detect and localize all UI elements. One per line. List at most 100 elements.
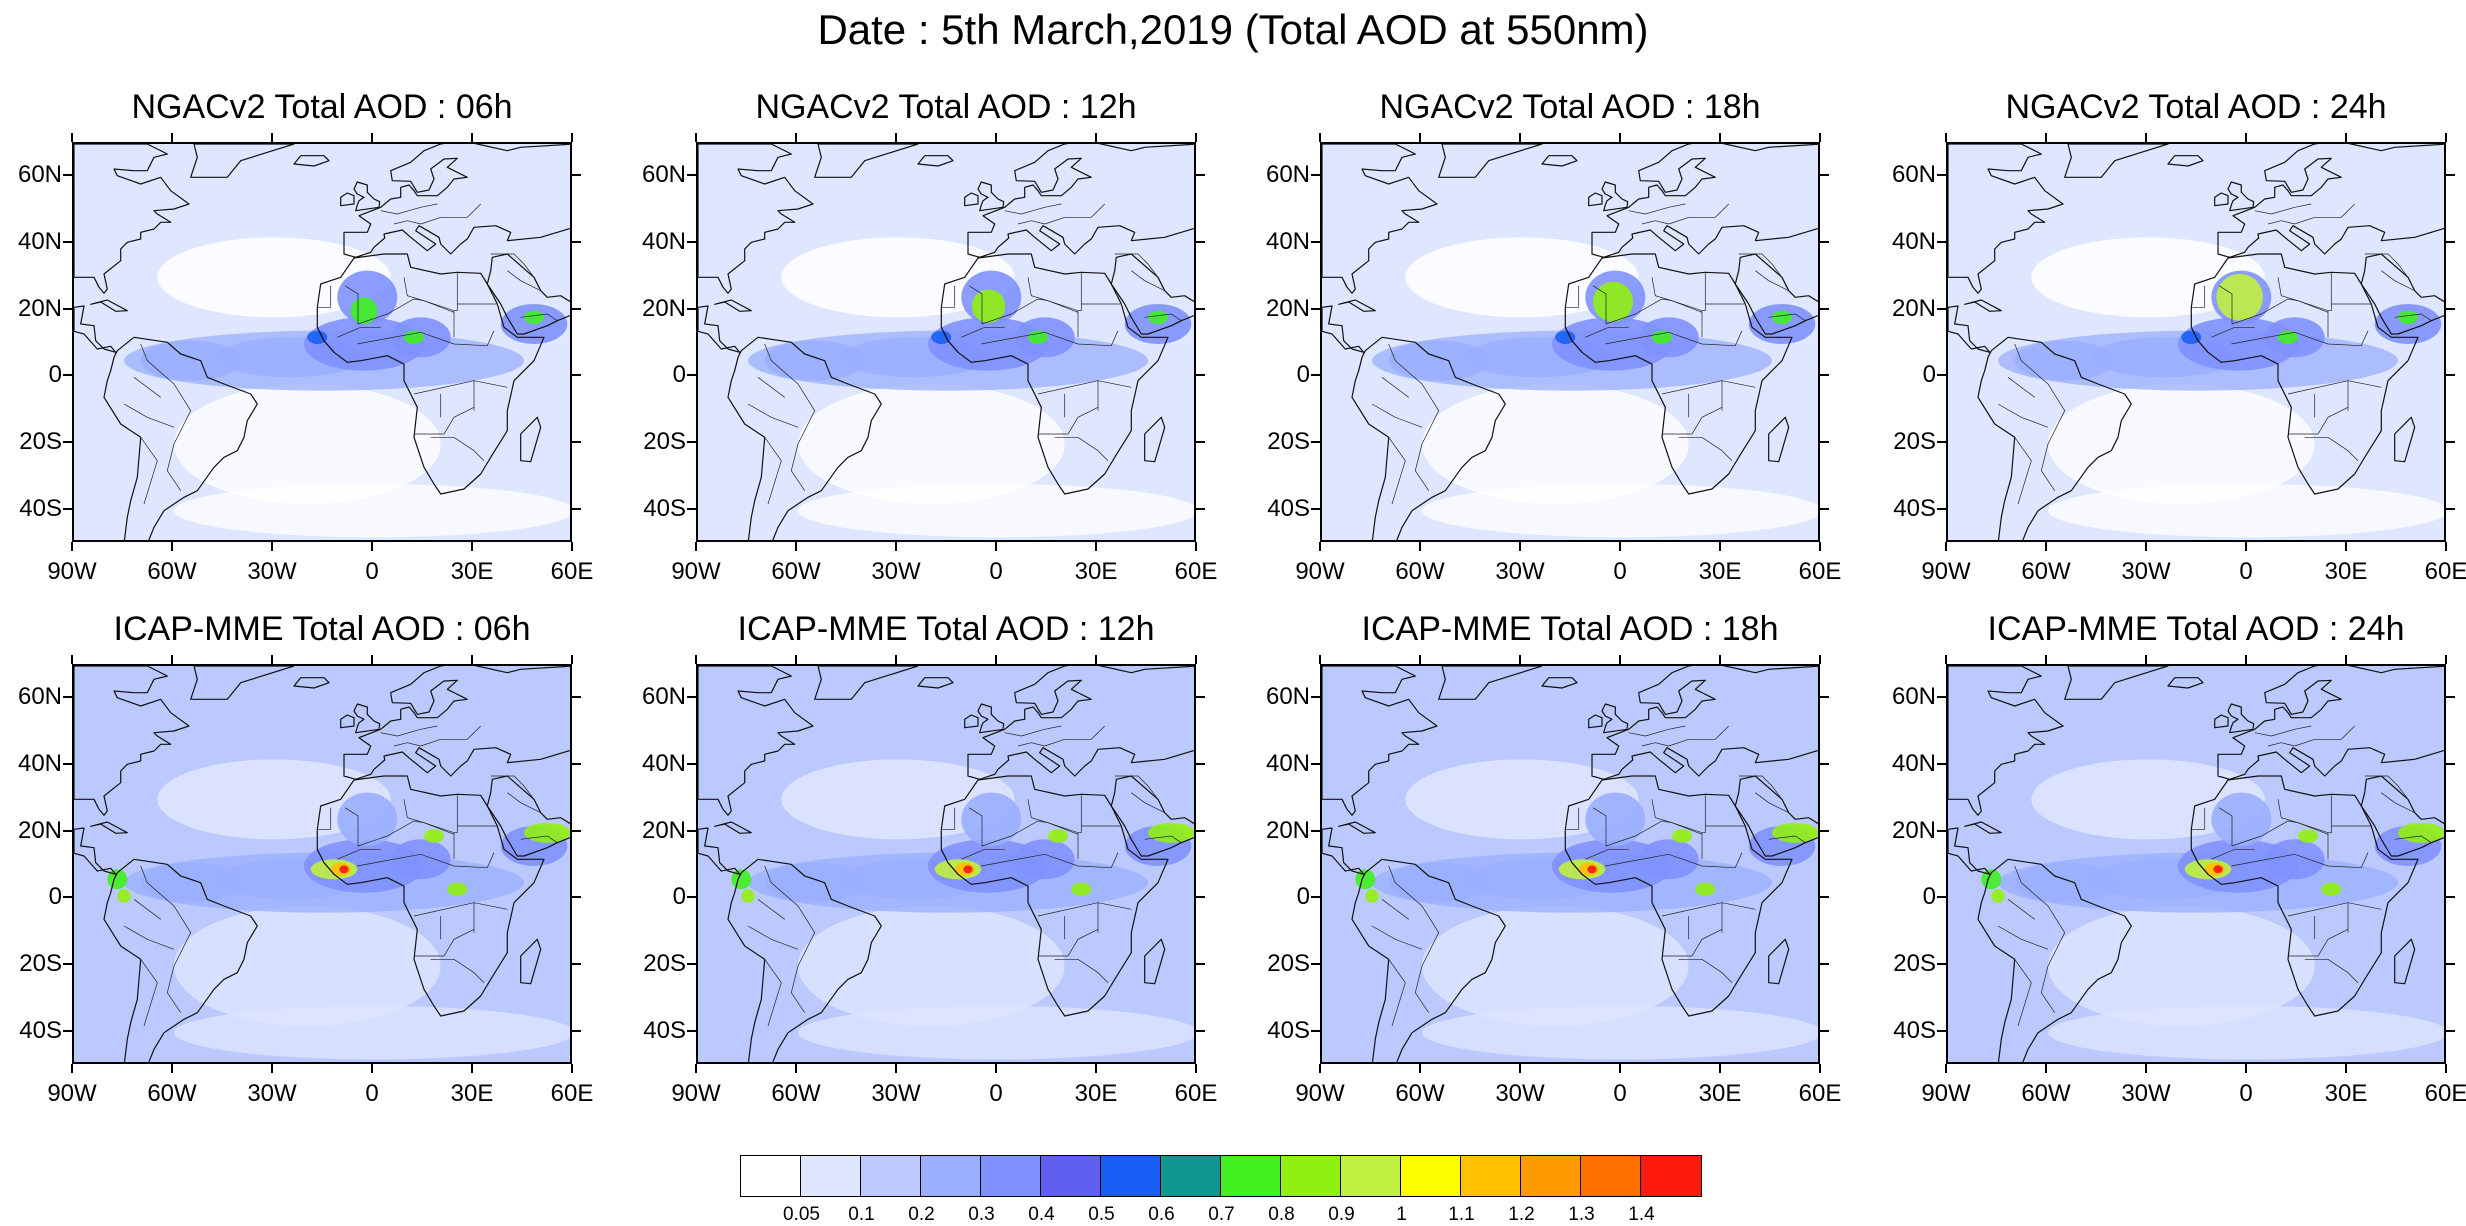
lon-tick-mark — [2045, 655, 2047, 664]
lon-tick-label: 30W — [2121, 1080, 2171, 1107]
lon-tick-mark — [895, 133, 897, 142]
lon-tick-mark — [1945, 133, 1947, 142]
lat-tick-mark — [2446, 241, 2455, 243]
lat-tick-mark — [1311, 763, 1320, 765]
aod-map — [1320, 664, 1820, 1064]
colorbar-label: 0.3 — [968, 1204, 995, 1225]
lon-tick-mark — [895, 655, 897, 664]
lon-tick-label: 60W — [1395, 558, 1445, 585]
lon-tick-label: 30E — [450, 558, 494, 585]
lat-tick-label: 40N — [1265, 228, 1310, 255]
lat-tick-mark — [1311, 829, 1320, 832]
colorbar-label: 0.4 — [1028, 1204, 1055, 1225]
lon-tick-mark — [1519, 133, 1521, 142]
lat-tick-label: 60N — [17, 683, 62, 711]
lon-tick-mark — [695, 133, 697, 142]
lon-tick-label: 30E — [2324, 1080, 2368, 1107]
lon-tick-mark — [795, 1064, 797, 1073]
lon-tick-mark — [1719, 133, 1721, 142]
lon-tick-mark — [1419, 655, 1421, 664]
lat-tick-mark — [1820, 441, 1829, 443]
colorbar-swatch — [801, 1156, 861, 1196]
lon-tick-label: 60W — [771, 558, 821, 585]
lon-tick-label: 60E — [2424, 1080, 2466, 1107]
lon-tick-mark — [795, 133, 797, 142]
lat-tick-label: 0 — [48, 361, 62, 389]
lon-tick-label: 60W — [2021, 1080, 2071, 1107]
lon-tick-mark — [271, 655, 273, 664]
lat-tick-label: 0 — [1922, 361, 1936, 389]
panel-title: NGACv2 Total AOD : 18h — [1379, 88, 1761, 126]
lon-tick-mark — [271, 542, 273, 551]
lat-tick-mark — [1196, 829, 1205, 832]
lon-tick-mark — [2445, 542, 2447, 551]
lat-tick-mark — [1311, 307, 1320, 310]
lon-tick-mark — [2245, 542, 2247, 551]
lat-tick-mark — [1820, 896, 1829, 899]
aod-map — [1320, 142, 1820, 542]
lon-tick-mark — [1095, 133, 1097, 142]
colorbar-label: 0.05 — [783, 1204, 820, 1225]
lat-tick-label: 60N — [1891, 161, 1936, 189]
lon-tick-label: 60E — [550, 558, 594, 585]
lat-tick-label: 20N — [17, 816, 62, 844]
colorbar-swatch — [1101, 1156, 1161, 1196]
lat-tick-label: 20N — [1265, 294, 1310, 322]
lon-tick-mark — [2245, 655, 2247, 664]
lat-tick-mark — [572, 307, 581, 310]
lat-tick-mark — [1311, 507, 1320, 510]
lat-tick-mark — [2446, 963, 2455, 965]
lat-tick-mark — [1196, 174, 1205, 177]
lat-tick-mark — [1937, 507, 1946, 510]
lat-tick-label: 60N — [1265, 683, 1310, 711]
lon-tick-mark — [695, 542, 697, 551]
lon-tick-mark — [1519, 655, 1521, 664]
lon-tick-mark — [1319, 133, 1321, 142]
lat-tick-mark — [1937, 829, 1946, 832]
lat-tick-mark — [1196, 1029, 1205, 1032]
colorbar-label: 1.2 — [1508, 1204, 1535, 1225]
lat-tick-label: 40S — [1893, 494, 1936, 522]
lat-tick-mark — [2446, 763, 2455, 765]
colorbar-swatch — [1521, 1156, 1581, 1196]
lat-tick-mark — [572, 507, 581, 510]
lon-tick-mark — [271, 133, 273, 142]
lat-tick-label: 20N — [1891, 294, 1936, 322]
lat-tick-mark — [1311, 963, 1320, 965]
lon-tick-mark — [795, 655, 797, 664]
lon-tick-mark — [1819, 1064, 1821, 1073]
colorbar-swatch — [921, 1156, 981, 1196]
lon-tick-mark — [1719, 542, 1721, 551]
lon-tick-mark — [1095, 655, 1097, 664]
map-panel-ngacv2-18h: NGACv2 Total AOD : 18h 60N 40N 20N 0 20S 40S 90… — [1266, 88, 1841, 585]
lon-tick-mark — [995, 542, 997, 551]
lat-tick-label: 40N — [641, 228, 686, 255]
lon-tick-label: 60W — [147, 1080, 197, 1107]
lon-tick-mark — [1419, 542, 1421, 551]
map-panel-ngacv2-12h: NGACv2 Total AOD : 12h 60N 40N 20N 0 20S 40S 90… — [642, 88, 1217, 585]
lon-tick-label: 0 — [1613, 1080, 1627, 1107]
lat-tick-mark — [1937, 174, 1946, 177]
lon-tick-mark — [1945, 655, 1947, 664]
lat-tick-mark — [1820, 374, 1829, 377]
lon-tick-label: 30W — [871, 558, 921, 585]
lon-tick-mark — [371, 542, 373, 551]
lat-tick-mark — [687, 829, 696, 832]
lat-tick-mark — [572, 174, 581, 177]
lon-tick-mark — [1319, 1064, 1321, 1073]
lon-tick-mark — [1819, 542, 1821, 551]
lon-tick-label: 30W — [871, 1080, 921, 1107]
lat-tick-label: 60N — [1265, 161, 1310, 189]
lat-tick-label: 60N — [1891, 683, 1936, 711]
lat-tick-label: 40S — [643, 1016, 686, 1044]
lon-tick-mark — [1195, 655, 1197, 664]
lon-tick-mark — [2145, 542, 2147, 551]
colorbar-swatch — [981, 1156, 1041, 1196]
colorbar-swatch — [1461, 1156, 1521, 1196]
lat-tick-label: 20S — [19, 950, 62, 977]
lat-tick-label: 20N — [1265, 816, 1310, 844]
lat-tick-mark — [1937, 1029, 1946, 1032]
lon-tick-mark — [71, 655, 73, 664]
lat-tick-mark — [687, 696, 696, 699]
lat-tick-mark — [1196, 696, 1205, 699]
